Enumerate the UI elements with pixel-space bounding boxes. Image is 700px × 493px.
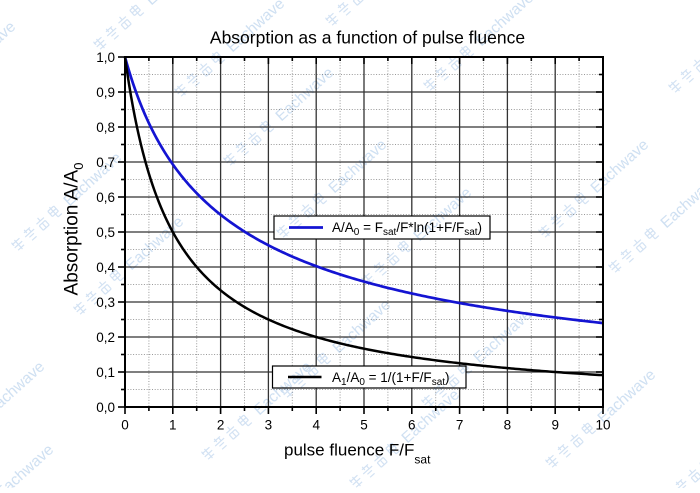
svg-text:3: 3 xyxy=(265,418,273,433)
svg-text:7: 7 xyxy=(456,418,464,433)
svg-text:Absorption as a function of pu: Absorption as a function of pulse fluenc… xyxy=(210,27,525,47)
svg-text:0,3: 0,3 xyxy=(96,295,115,310)
svg-text:4: 4 xyxy=(312,418,320,433)
svg-text:0,6: 0,6 xyxy=(96,190,115,205)
svg-text:2: 2 xyxy=(217,418,225,433)
svg-text:9: 9 xyxy=(551,418,559,433)
svg-text:0,0: 0,0 xyxy=(96,400,115,415)
svg-text:8: 8 xyxy=(504,418,512,433)
svg-text:1,0: 1,0 xyxy=(96,50,115,65)
svg-text:0,5: 0,5 xyxy=(96,225,115,240)
svg-text:0,8: 0,8 xyxy=(96,120,115,135)
svg-text:0,1: 0,1 xyxy=(96,365,115,380)
svg-text:1: 1 xyxy=(169,418,177,433)
svg-text:0,2: 0,2 xyxy=(96,330,115,345)
svg-text:0: 0 xyxy=(121,418,129,433)
svg-text:5: 5 xyxy=(360,418,368,433)
svg-text:0,4: 0,4 xyxy=(96,260,115,275)
svg-text:0,9: 0,9 xyxy=(96,85,115,100)
